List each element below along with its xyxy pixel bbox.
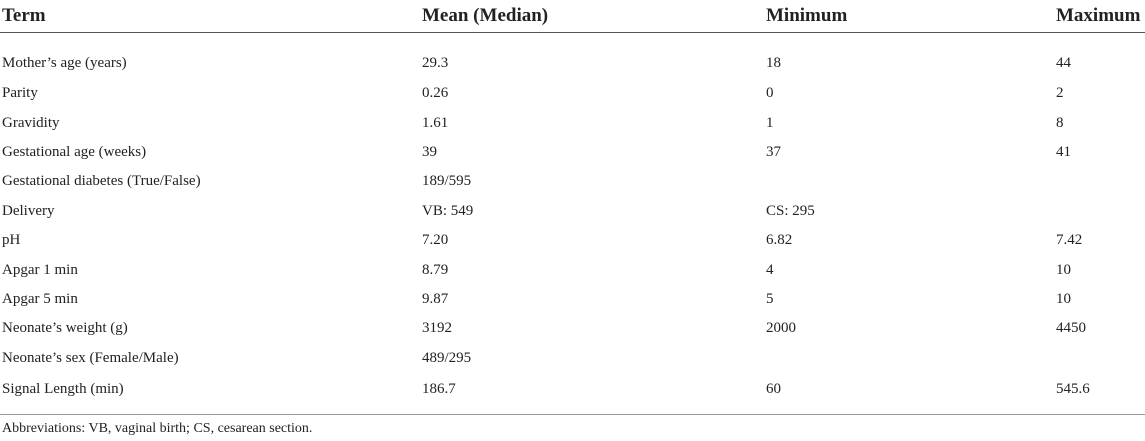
table-header-row: Term Mean (Median) Minimum Maximum — [0, 0, 1145, 33]
cell-minimum — [764, 167, 1054, 196]
cell-minimum: 2000 — [766, 320, 796, 337]
cell-term: pH — [2, 232, 21, 249]
cell-minimum: 37 — [766, 143, 781, 160]
cell-mean-median: 189/595 — [422, 173, 472, 190]
cell-minimum: 5 — [766, 290, 774, 307]
cell-term: Neonate’s sex (Female/Male) — [2, 349, 179, 366]
table-body: Mother’s age (years) 29.3 18 44 Parity 0.26 0 2… — [0, 33, 1145, 415]
table-row: Mother’s age (years) 29.3 18 44 — [0, 33, 1145, 80]
cell-maximum — [1054, 344, 1145, 373]
cell-mean-median: 1.61 — [422, 114, 449, 131]
cell-maximum: 545.6 — [1056, 380, 1090, 397]
cell-maximum: 8 — [1056, 114, 1064, 131]
cell-minimum: 1 — [766, 114, 774, 131]
table-row: Delivery VB: 549 CS: 295 — [0, 197, 1145, 226]
table-row: Neonate’s weight (g) 3192 2000 4450 — [0, 314, 1145, 343]
cell-mean-median: VB: 549 — [422, 202, 474, 219]
cell-maximum — [1054, 167, 1145, 196]
table-row: Apgar 1 min 8.79 4 10 — [0, 255, 1145, 284]
cell-term: Parity — [2, 85, 38, 102]
cell-mean-median: 29.3 — [422, 54, 449, 71]
table-row: Gestational age (weeks) 39 37 41 — [0, 138, 1145, 167]
table-row: Neonate’s sex (Female/Male) 489/295 — [0, 344, 1145, 373]
cell-term: Apgar 5 min — [2, 290, 78, 307]
table-row: pH 7.20 6.82 7.42 — [0, 226, 1145, 255]
cell-maximum — [1054, 197, 1145, 226]
cell-minimum: 18 — [766, 54, 781, 71]
cell-minimum: CS: 295 — [766, 202, 815, 219]
header-mean-median: Mean (Median) — [420, 0, 764, 33]
cell-maximum: 4450 — [1056, 320, 1086, 337]
cell-mean-median: 9.87 — [422, 290, 449, 307]
cell-minimum: 6.82 — [766, 232, 793, 249]
cell-maximum: 10 — [1056, 261, 1071, 278]
data-table: Term Mean (Median) Minimum Maximum Mothe… — [0, 0, 1145, 415]
cell-minimum: 4 — [766, 261, 774, 278]
cell-term: Signal Length (min) — [2, 380, 124, 397]
cell-mean-median: 8.79 — [422, 261, 449, 278]
cell-maximum: 10 — [1056, 290, 1071, 307]
cell-term: Gestational diabetes (True/False) — [2, 173, 201, 190]
cell-maximum: 7.42 — [1056, 232, 1083, 249]
table-row: Parity 0.26 0 2 — [0, 79, 1145, 108]
cell-mean-median: 3192 — [422, 320, 452, 337]
cell-mean-median: 489/295 — [422, 349, 472, 366]
cell-maximum: 2 — [1056, 85, 1064, 102]
table-row: Gestational diabetes (True/False) 189/595 — [0, 167, 1145, 196]
header-term: Term — [0, 0, 420, 33]
cell-minimum: 60 — [766, 380, 781, 397]
cell-term: Delivery — [2, 202, 55, 219]
cell-mean-median: 186.7 — [422, 380, 456, 397]
cell-term: Gravidity — [2, 114, 60, 131]
cell-minimum — [764, 344, 1054, 373]
cell-term: Gestational age (weeks) — [2, 143, 147, 160]
header-minimum: Minimum — [764, 0, 1054, 33]
cell-minimum: 0 — [766, 85, 774, 102]
table-footnote: Abbreviations: VB, vaginal birth; CS, ce… — [2, 421, 313, 436]
table-row: Signal Length (min) 186.7 60 545.6 — [0, 373, 1145, 415]
cell-maximum: 41 — [1056, 143, 1071, 160]
cell-mean-median: 39 — [422, 143, 437, 160]
table-row: Gravidity 1.61 1 8 — [0, 108, 1145, 137]
table-row: Apgar 5 min 9.87 5 10 — [0, 285, 1145, 314]
cell-maximum: 44 — [1056, 54, 1071, 71]
cell-term: Neonate’s weight (g) — [2, 320, 128, 337]
cell-term: Apgar 1 min — [2, 261, 78, 278]
cell-term: Mother’s age (years) — [2, 54, 127, 71]
cell-mean-median: 0.26 — [422, 85, 449, 102]
header-maximum: Maximum — [1054, 0, 1145, 33]
cell-mean-median: 7.20 — [422, 232, 449, 249]
